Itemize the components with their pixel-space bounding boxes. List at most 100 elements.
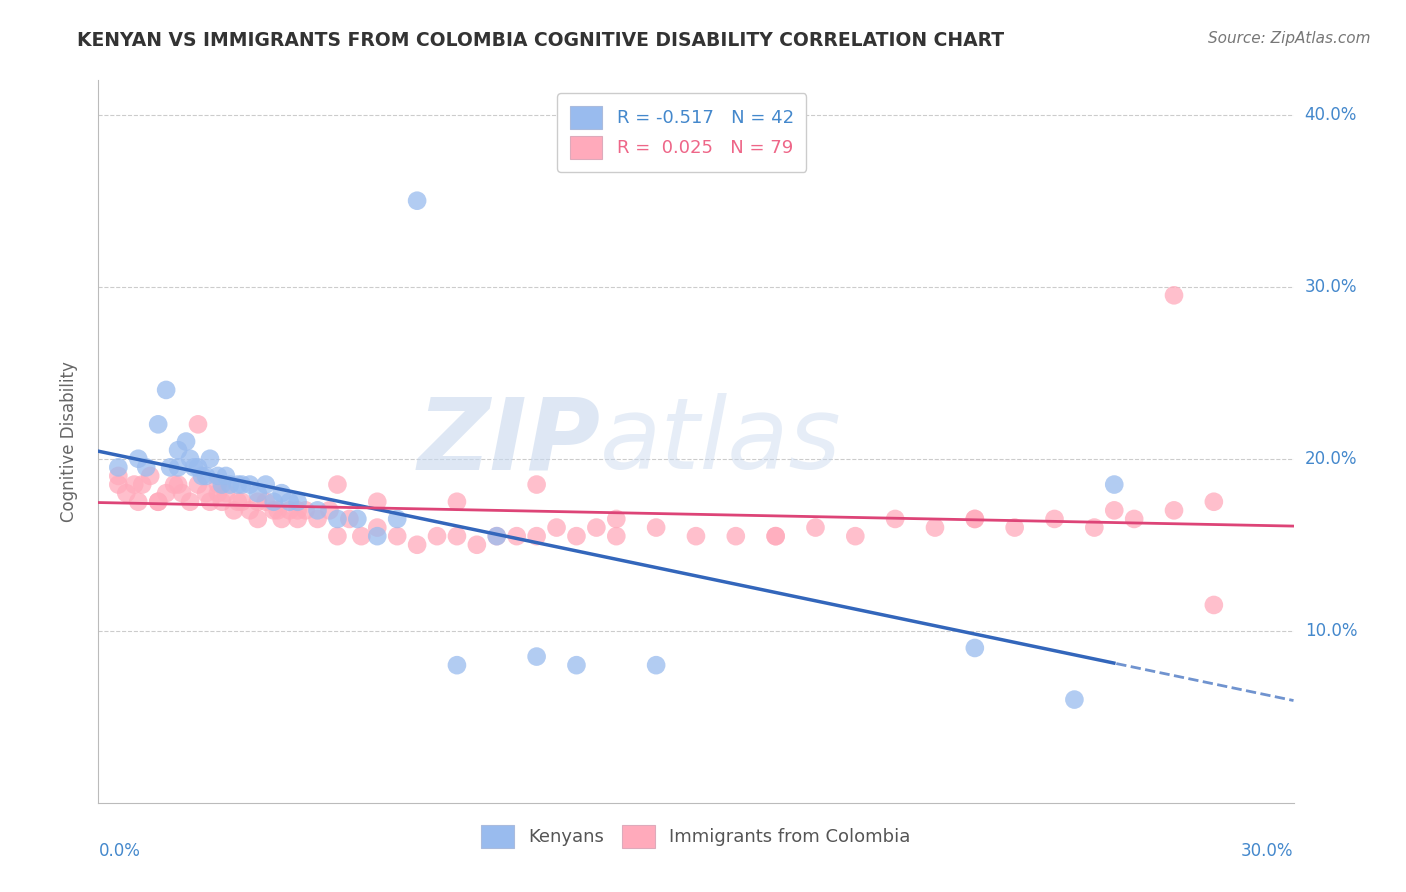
Point bbox=[179, 494, 201, 508]
Point bbox=[187, 417, 209, 432]
Point bbox=[307, 512, 329, 526]
Text: atlas: atlas bbox=[600, 393, 842, 490]
Point bbox=[231, 494, 253, 508]
Point bbox=[246, 486, 269, 500]
Point bbox=[485, 529, 508, 543]
Point bbox=[526, 477, 548, 491]
Point bbox=[107, 460, 129, 475]
Point bbox=[1123, 512, 1146, 526]
Point bbox=[307, 503, 329, 517]
Point bbox=[385, 512, 409, 526]
Point bbox=[339, 512, 361, 526]
Point bbox=[844, 529, 866, 543]
Point bbox=[167, 443, 190, 458]
Point bbox=[226, 477, 249, 491]
Point bbox=[350, 529, 373, 543]
Point bbox=[924, 520, 946, 534]
Point bbox=[1104, 503, 1126, 517]
Point bbox=[1104, 477, 1126, 491]
Point bbox=[963, 640, 986, 655]
Point bbox=[446, 529, 468, 543]
Point bbox=[605, 529, 627, 543]
Text: Source: ZipAtlas.com: Source: ZipAtlas.com bbox=[1208, 31, 1371, 46]
Point bbox=[239, 503, 262, 517]
Point bbox=[246, 494, 269, 508]
Point bbox=[366, 494, 388, 508]
Point bbox=[565, 529, 588, 543]
Point bbox=[107, 477, 129, 491]
Point bbox=[115, 486, 138, 500]
Point bbox=[231, 477, 253, 491]
Point bbox=[195, 469, 218, 483]
Point bbox=[485, 529, 508, 543]
Point bbox=[148, 494, 170, 508]
Point bbox=[263, 494, 285, 508]
Point bbox=[179, 451, 201, 466]
Point bbox=[645, 658, 668, 673]
Point bbox=[278, 494, 301, 508]
Point bbox=[287, 512, 309, 526]
Point bbox=[215, 469, 238, 483]
Point bbox=[163, 477, 186, 491]
Point bbox=[426, 529, 449, 543]
Point bbox=[765, 529, 787, 543]
Point bbox=[366, 529, 388, 543]
Point bbox=[963, 512, 986, 526]
Point bbox=[246, 512, 269, 526]
Point bbox=[685, 529, 707, 543]
Point bbox=[1202, 598, 1225, 612]
Point bbox=[172, 486, 194, 500]
Point bbox=[107, 469, 129, 483]
Point bbox=[167, 460, 190, 475]
Text: 30.0%: 30.0% bbox=[1241, 842, 1294, 860]
Point bbox=[127, 451, 149, 466]
Point bbox=[211, 494, 233, 508]
Point bbox=[884, 512, 907, 526]
Point bbox=[446, 494, 468, 508]
Legend: Kenyans, Immigrants from Colombia: Kenyans, Immigrants from Colombia bbox=[474, 818, 918, 855]
Point bbox=[148, 494, 170, 508]
Point bbox=[219, 477, 242, 491]
Point bbox=[963, 512, 986, 526]
Point bbox=[155, 486, 177, 500]
Text: 20.0%: 20.0% bbox=[1305, 450, 1357, 467]
Point bbox=[195, 486, 218, 500]
Point bbox=[406, 538, 429, 552]
Point bbox=[1202, 494, 1225, 508]
Text: ZIP: ZIP bbox=[418, 393, 600, 490]
Text: 40.0%: 40.0% bbox=[1305, 105, 1357, 124]
Text: 30.0%: 30.0% bbox=[1305, 277, 1357, 296]
Point bbox=[148, 417, 170, 432]
Point bbox=[526, 649, 548, 664]
Point bbox=[446, 658, 468, 673]
Point bbox=[207, 469, 229, 483]
Point bbox=[167, 477, 190, 491]
Point bbox=[254, 477, 277, 491]
Point bbox=[187, 460, 209, 475]
Point bbox=[287, 503, 309, 517]
Point bbox=[585, 520, 607, 534]
Y-axis label: Cognitive Disability: Cognitive Disability bbox=[59, 361, 77, 522]
Point bbox=[1004, 520, 1026, 534]
Point bbox=[226, 494, 249, 508]
Point bbox=[465, 538, 488, 552]
Point bbox=[211, 477, 233, 491]
Point bbox=[270, 486, 292, 500]
Point bbox=[139, 469, 162, 483]
Point bbox=[183, 460, 205, 475]
Point bbox=[506, 529, 529, 543]
Text: KENYAN VS IMMIGRANTS FROM COLOMBIA COGNITIVE DISABILITY CORRELATION CHART: KENYAN VS IMMIGRANTS FROM COLOMBIA COGNI… bbox=[77, 31, 1004, 50]
Point bbox=[215, 486, 238, 500]
Point bbox=[239, 477, 262, 491]
Point bbox=[318, 503, 340, 517]
Point bbox=[326, 477, 349, 491]
Point bbox=[546, 520, 568, 534]
Text: 10.0%: 10.0% bbox=[1305, 622, 1357, 640]
Point bbox=[526, 529, 548, 543]
Point bbox=[724, 529, 747, 543]
Point bbox=[135, 460, 157, 475]
Point bbox=[207, 477, 229, 491]
Point bbox=[565, 658, 588, 673]
Point bbox=[1083, 520, 1105, 534]
Point bbox=[287, 494, 309, 508]
